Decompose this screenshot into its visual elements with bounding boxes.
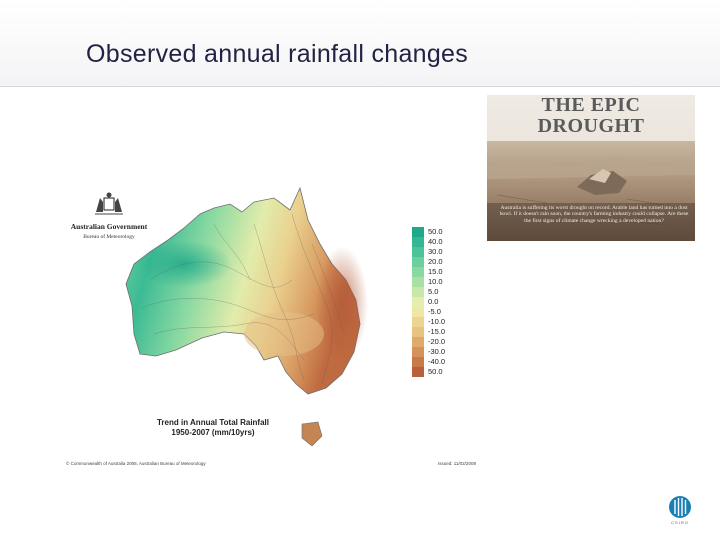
legend-row: 40.0 [412, 237, 458, 247]
legend-swatch [412, 277, 424, 287]
map-caption-line1: Trend in Annual Total Rainfall [156, 418, 269, 427]
map-legend: 50.0 40.0 30.0 20.0 15.0 10.0 5.0 0.0 -5.0 -10.0-… [412, 227, 458, 377]
legend-row: 50.0 [412, 367, 458, 377]
legend-swatch [412, 287, 424, 297]
rainfall-trend-map [64, 184, 466, 472]
government-name: Australian Government [70, 222, 148, 231]
legend-row: 50.0 [412, 227, 458, 237]
australia-map [125, 186, 368, 447]
legend-swatch [412, 367, 424, 377]
legend-swatch [412, 317, 424, 327]
legend-label: 40.0 [428, 237, 443, 246]
government-logo: Australian Government Bureau of Meteorol… [64, 192, 154, 248]
legend-label: 0.0 [428, 297, 439, 306]
bureau-name: Bureau of Meteorology [83, 234, 135, 240]
legend-label: 5.0 [428, 287, 439, 296]
legend-row: 15.0 [412, 267, 458, 277]
legend-row: -10.0 [412, 317, 458, 327]
legend-label: 50.0 [428, 367, 443, 376]
legend-label: -30.0 [428, 347, 446, 356]
legend-swatch [412, 227, 424, 237]
legend-swatch [412, 247, 424, 257]
legend-label: 15.0 [428, 267, 443, 276]
legend-label: -15.0 [428, 327, 446, 336]
map-caption-line2: 1950-2007 (mm/10yrs) [171, 428, 255, 437]
csiro-emblem-icon [669, 496, 691, 518]
legend-label: -40.0 [428, 357, 446, 366]
legend-swatch [412, 337, 424, 347]
legend-swatch [412, 307, 424, 317]
drought-photo [487, 95, 695, 241]
newspaper-headline: THE EPIC DROUGHT [487, 95, 695, 137]
headline-line1: THE EPIC [541, 95, 641, 116]
legend-row: 10.0 [412, 277, 458, 287]
newspaper-clipping: THE EPIC DROUGHT Australia is suffering … [487, 95, 695, 241]
legend-swatch [412, 267, 424, 277]
coat-of-arms-icon [95, 192, 123, 215]
legend-swatch [412, 237, 424, 247]
newspaper-body: Australia is suffering its worst drought… [499, 205, 689, 224]
tasmania [301, 421, 323, 447]
legend-row: -15.0 [412, 327, 458, 337]
legend-swatch [412, 327, 424, 337]
legend-row: 0.0 [412, 297, 458, 307]
legend-label: 10.0 [428, 277, 443, 286]
csiro-wordmark: CSIRO [671, 520, 689, 525]
legend-label: 50.0 [428, 227, 443, 236]
legend-swatch [412, 257, 424, 267]
issued-date: Issued: 11/02/2008 [438, 461, 476, 466]
csiro-logo: CSIRO [666, 494, 694, 528]
legend-label: -5.0 [428, 307, 441, 316]
title-bar: Observed annual rainfall changes [0, 0, 720, 87]
legend-label: 30.0 [428, 247, 443, 256]
legend-row: -20.0 [412, 337, 458, 347]
slide-title: Observed annual rainfall changes [86, 40, 469, 68]
legend-row: -30.0 [412, 347, 458, 357]
legend-label: -10.0 [428, 317, 446, 326]
legend-row: -5.0 [412, 307, 458, 317]
legend-swatch [412, 357, 424, 367]
legend-row: 5.0 [412, 287, 458, 297]
legend-swatch [412, 297, 424, 307]
legend-row: 20.0 [412, 257, 458, 267]
legend-row: -40.0 [412, 357, 458, 367]
headline-line2: DROUGHT [537, 115, 645, 137]
legend-row: 30.0 [412, 247, 458, 257]
legend-label: 20.0 [428, 257, 443, 266]
legend-swatch [412, 347, 424, 357]
copyright-text: © Commonwealth of Australia 2008, Austra… [66, 461, 206, 466]
map-caption: Trend in Annual Total Rainfall 1950-2007… [118, 418, 308, 438]
legend-label: -20.0 [428, 337, 446, 346]
